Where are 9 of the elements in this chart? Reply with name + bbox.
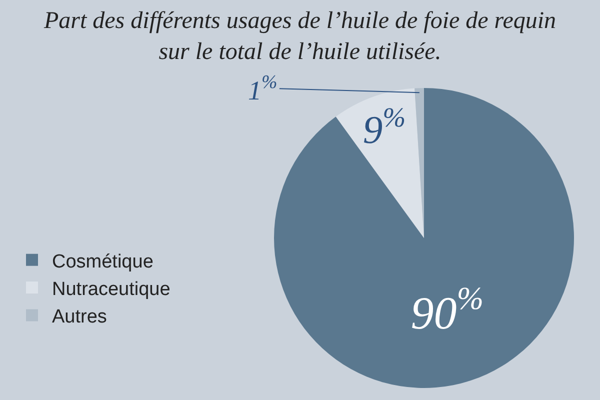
pie-slice [274, 88, 574, 388]
data-label: 9$^{%}$ [362, 101, 406, 152]
legend-label: Autres [52, 306, 107, 328]
chart-title: Part des différents usages de l’huile de foie de requin sur le total de l’huile utilisée. [42, 8, 556, 66]
data-label: 90$^{%}$ [410, 280, 484, 338]
legend-label: Nutraceutique [52, 278, 170, 300]
legend-label: Cosmétique [52, 251, 154, 272]
pie-slice [336, 88, 424, 238]
data-label: 1$^{%}$ [248, 72, 278, 106]
